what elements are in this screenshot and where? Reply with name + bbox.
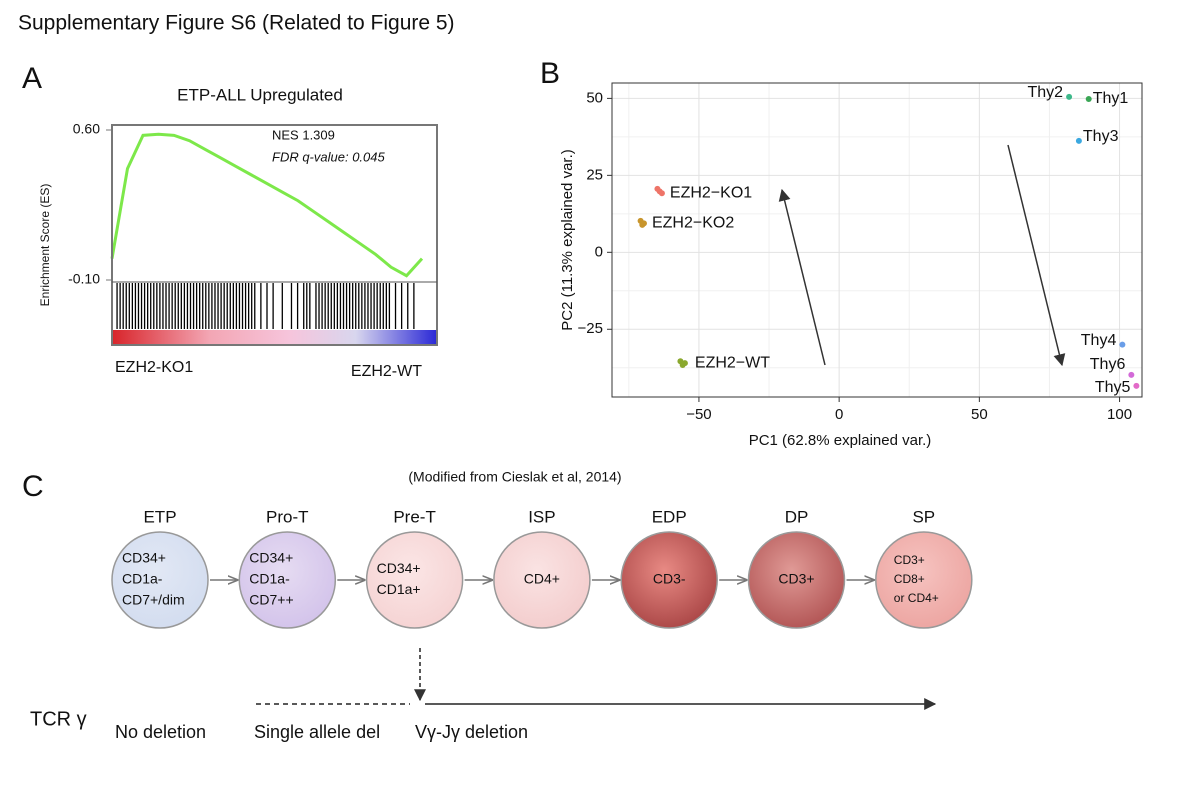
cell-stage [747,531,846,629]
marker-label: CD34+ [377,560,421,576]
gsea-plot: 0.60 -0.10 [68,121,424,329]
point [1119,341,1126,348]
y-axis-label: Enrichment Score (ES) [38,184,52,307]
point-label: Thy3 [1083,128,1119,145]
stage-label: ISP [528,507,555,526]
es-curve [110,132,424,278]
plot-frame [111,124,438,346]
annotation: NES 1.309 [272,127,335,142]
point [1128,371,1135,378]
point [640,220,647,227]
pca-plot: −50 0 50 100 −25 0 25 50 EZH2−KO1 EZH2−KO2 EZH2−WT… [578,82,1143,423]
cell-stage [365,531,464,629]
panel-label: B [540,57,560,90]
x-tick-label: 50 [971,406,988,423]
figure-title: Supplementary Figure S6 (Related to Figu… [18,12,455,35]
point-label: Thy1 [1093,90,1129,107]
phenotype-label: EZH2-WT [351,363,422,380]
marker-label: CD1a- [249,571,290,587]
marker-label: CD8+ [894,572,925,586]
point [1133,382,1140,389]
tcr-segment: Single allele del [254,722,380,742]
marker-label: CD3- [653,571,686,587]
y-tick-label: -0.10 [68,271,100,287]
marker-label: CD1a- [122,571,163,587]
x-tick-label: 100 [1107,406,1132,423]
point-label: EZH2−KO2 [652,215,734,232]
marker-label: CD34+ [249,550,293,566]
x-tick-label: 0 [835,406,843,423]
panel-label: A [22,62,42,95]
marker-label: CD3+ [778,571,814,587]
y-tick-label: 0.60 [73,121,100,137]
point [1066,93,1073,100]
phenotype-label: EZH2-KO1 [115,359,193,376]
point-label: Thy5 [1095,379,1131,396]
chart-title: ETP-ALL Upregulated [177,85,343,104]
stage-label: EDP [652,507,687,526]
x-tick-label: −50 [686,406,711,423]
cell-stage [111,531,209,629]
marker-label: or CD4+ [894,591,939,605]
y-axis-label: PC2 (11.3% explained var.) [559,149,576,331]
cell-stage [493,531,591,629]
marker-label: CD3+ [894,553,925,567]
point-label: Thy2 [1028,84,1064,101]
x-axis-label: PC1 (62.8% explained var.) [749,432,932,449]
note: (Modified from Cieslak et al, 2014) [408,469,621,485]
marker-label: CD34+ [122,550,166,566]
y-tick-label: −25 [578,320,603,337]
point-label: EZH2−KO1 [670,184,752,201]
point [1075,137,1082,144]
y-tick-label: 0 [595,243,603,260]
y-tick-label: 25 [586,166,603,183]
stage-label: SP [912,507,935,526]
plot-frame [611,82,1143,398]
stage-label: ETP [143,507,176,526]
point [658,190,665,197]
arrow [1007,144,1066,367]
stage-label: Pro-T [266,507,309,526]
tcr-segment: Vγ-Jγ deletion [415,722,528,742]
panel-label: C [22,470,44,503]
annotation: FDR q-value: 0.045 [272,149,385,164]
marker-label: CD7+/dim [122,592,185,608]
cell-stage [238,531,337,629]
y-tick-label: 50 [586,89,603,106]
rank-bar [112,330,437,345]
tcr-segment: No deletion [115,722,206,742]
point [681,360,688,367]
point-label: Thy6 [1090,356,1126,373]
point-label: EZH2−WT [695,354,770,371]
marker-label: CD1a+ [377,581,421,597]
diagram: ETP CD34+ CD1a- CD7+/dim Pro-T CD34+ CD1a- CD7+… [111,507,973,629]
stage-label: Pre-T [393,507,436,526]
cell-stage [620,531,718,629]
marker-label: CD4+ [524,571,560,587]
cell-stage [875,531,973,629]
tcr-label: TCR γ [30,708,87,730]
stage-label: DP [785,507,809,526]
point [1085,96,1092,103]
point-label: Thy4 [1081,332,1117,349]
marker-label: CD7++ [249,592,293,608]
arrow [778,188,826,366]
